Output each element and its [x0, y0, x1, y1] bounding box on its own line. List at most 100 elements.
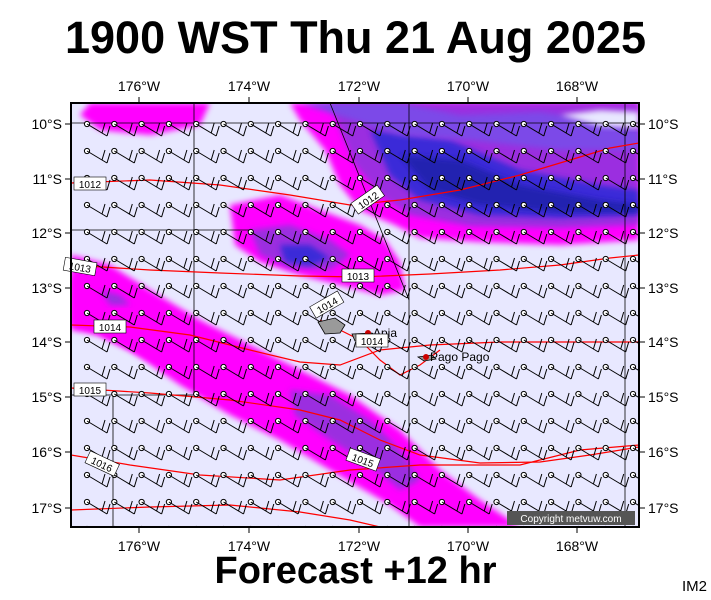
wind-barb	[438, 228, 466, 245]
lat-label: 16°S	[648, 444, 679, 460]
wind-barb	[520, 255, 548, 272]
wind-barb	[329, 498, 357, 515]
wind-barb	[438, 120, 466, 137]
wind-barb	[220, 255, 247, 272]
wind-barb	[111, 390, 138, 407]
wind-barb	[602, 201, 630, 218]
wind-barb	[220, 444, 247, 461]
wind-barb	[193, 336, 220, 353]
wind-barb	[193, 417, 220, 434]
wind-barb	[275, 525, 281, 527]
wind-barb	[629, 174, 639, 183]
wind-barb	[548, 444, 575, 461]
wind-barb	[411, 417, 439, 434]
wind-barb	[165, 120, 193, 137]
wind-barb	[165, 336, 193, 353]
wind-barb	[466, 174, 493, 191]
wind-barb	[548, 120, 575, 137]
wind-barb	[247, 147, 275, 164]
wind-barb	[466, 444, 493, 461]
wind-barb	[548, 363, 575, 380]
lat-labels-right: 10°S 11°S 12°S 13°S 14°S 15°S 16°S 17°S	[648, 116, 679, 516]
wind-barb	[548, 282, 575, 299]
lat-label: 15°S	[648, 389, 679, 405]
wind-barb	[438, 255, 466, 272]
wind-barb	[520, 282, 548, 299]
wind-barb	[548, 390, 575, 407]
wind-barb	[329, 336, 357, 353]
wind-barb	[411, 255, 439, 272]
wind-barb	[329, 147, 357, 164]
wind-barb	[493, 390, 520, 407]
wind-barb	[165, 417, 193, 434]
wind-barb	[629, 309, 639, 318]
wind-barb	[575, 471, 602, 488]
wind-barb	[111, 147, 138, 164]
isobar-label: 1015	[79, 386, 102, 397]
wind-barb	[438, 498, 466, 515]
wind-barb	[302, 498, 329, 515]
wind-barb	[247, 390, 275, 407]
wind-barb	[111, 498, 138, 515]
wind-barb	[629, 282, 639, 291]
wind-barb	[111, 120, 138, 137]
wind-barb	[302, 390, 329, 407]
wind-barb	[220, 336, 247, 353]
lon-label: 174°W	[228, 78, 271, 94]
wind-barb	[575, 390, 602, 407]
wind-barb	[520, 228, 548, 245]
wind-barb	[193, 498, 220, 515]
wind-barb	[629, 363, 639, 372]
lat-label: 17°S	[648, 500, 679, 516]
wind-barb	[302, 444, 329, 461]
lon-label: 172°W	[338, 78, 381, 94]
wind-barb	[493, 201, 520, 218]
lat-label: 14°S	[31, 334, 62, 350]
wind-barb	[466, 309, 493, 326]
wind-barb	[302, 174, 329, 191]
lat-label: 11°S	[33, 171, 62, 187]
lat-label: 11°S	[648, 171, 677, 187]
wind-barb	[302, 147, 329, 164]
wind-barb	[275, 228, 302, 245]
wind-barb	[220, 201, 247, 218]
wind-barb	[629, 471, 639, 480]
lon-labels-top: 176°W 174°W 172°W 170°W 168°W	[118, 78, 599, 94]
wind-barb	[630, 525, 636, 527]
wind-barb	[220, 498, 247, 515]
wind-barb	[247, 498, 275, 515]
isobar-label: 1013	[68, 261, 92, 276]
wind-barb	[138, 120, 166, 137]
wind-barb	[83, 120, 111, 137]
wind-barb	[548, 147, 575, 164]
lat-labels-left: 10°S 11°S 12°S 13°S 14°S 15°S 16°S 17°S	[31, 116, 62, 516]
wind-barb	[411, 498, 439, 515]
wind-barb	[193, 444, 220, 461]
wind-barb	[329, 417, 357, 434]
wind-barb	[520, 120, 548, 137]
wind-barb	[356, 282, 384, 299]
wind-barb	[138, 363, 166, 380]
wind-barb	[111, 228, 138, 245]
wind-barb	[438, 147, 466, 164]
wind-barb	[493, 228, 520, 245]
lat-label: 16°S	[31, 444, 62, 460]
wind-barb	[165, 471, 193, 488]
wind-barb	[575, 255, 602, 272]
wind-barb	[520, 174, 548, 191]
lon-label: 170°W	[447, 78, 490, 94]
wind-barb	[493, 282, 520, 299]
wind-barb	[575, 363, 602, 380]
wind-barb	[193, 147, 220, 164]
wind-barb	[494, 525, 499, 527]
wind-barb	[275, 390, 302, 407]
wind-barb	[138, 282, 166, 299]
wind-barb	[302, 417, 329, 434]
wind-barb	[302, 228, 329, 245]
wind-barb	[629, 201, 639, 210]
wind-barb	[220, 363, 247, 380]
wind-barb	[493, 174, 520, 191]
map-frame	[70, 102, 640, 528]
wind-barb	[629, 228, 639, 237]
wind-barb	[548, 336, 575, 353]
